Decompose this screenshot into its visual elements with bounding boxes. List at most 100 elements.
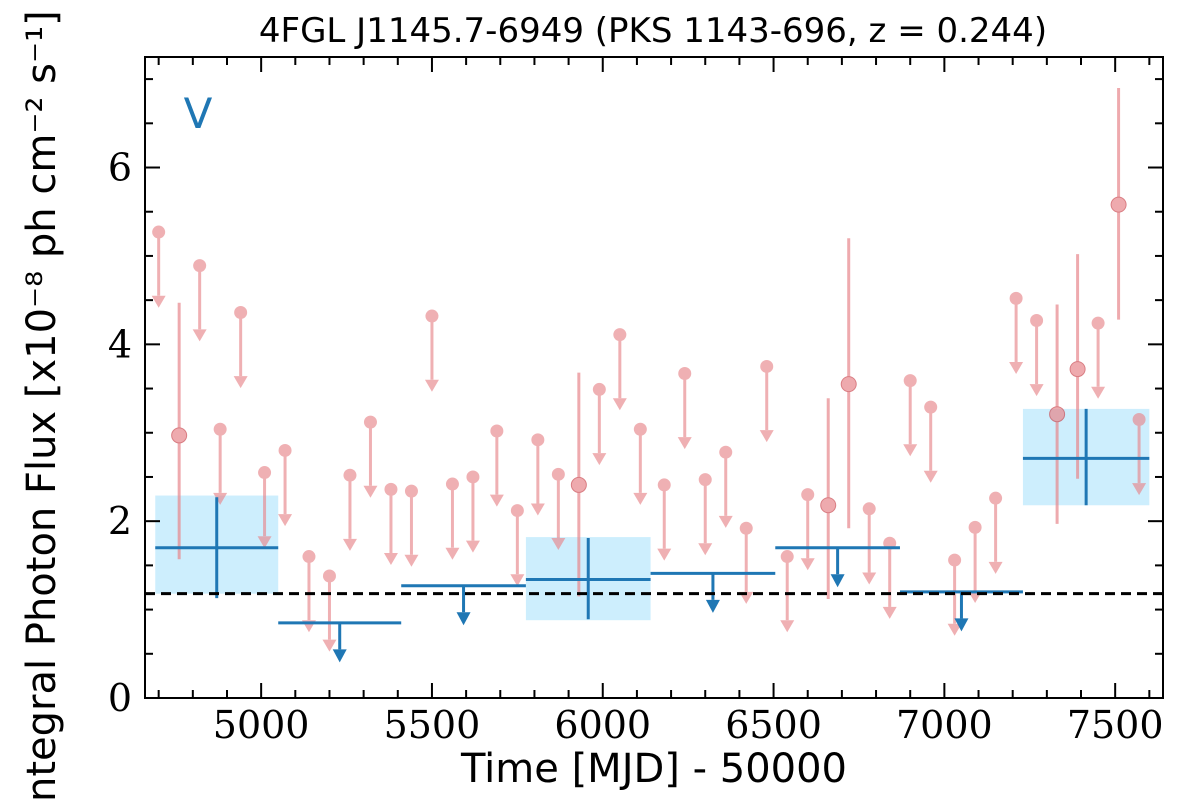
- x-tick-label: 7500: [1067, 703, 1164, 747]
- x-tick-label: 6000: [554, 703, 651, 747]
- monthly-upper-limit: [1029, 313, 1044, 397]
- upper-limit-arrow: [947, 623, 962, 636]
- upper-limit-arrow: [151, 295, 166, 308]
- monthly-upper-limit: [800, 488, 815, 571]
- monthly-upper-limit: [510, 504, 525, 587]
- chart-title: 4FGL J1145.7-6949 (PKS 1143-696, z = 0.2…: [259, 11, 1047, 51]
- detection-marker: [1049, 406, 1066, 423]
- monthly-upper-limit: [612, 328, 627, 411]
- upper-limit-arrow: [489, 494, 504, 507]
- monthly-upper-limit: [151, 225, 166, 308]
- monthly-upper-limit: [718, 445, 733, 528]
- monthly-upper-limit: [489, 424, 504, 507]
- upper-limit-marker: [1132, 412, 1146, 426]
- upper-limit-arrow: [530, 503, 545, 516]
- upper-limit-marker: [1030, 313, 1044, 327]
- monthly-upper-limit: [657, 478, 672, 561]
- upper-limit-arrow: [322, 639, 337, 652]
- monthly-upper-limit: [424, 309, 439, 392]
- upper-limit-marker: [384, 482, 398, 496]
- upper-limit-arrow: [278, 514, 293, 527]
- monthly-upper-limit: [759, 359, 774, 443]
- upper-limit-arrow: [923, 470, 938, 483]
- upper-limit-marker: [968, 520, 982, 534]
- monthly-upper-limit: [739, 521, 754, 604]
- upper-limit-marker: [698, 473, 712, 487]
- detection-marker: [171, 427, 188, 444]
- upper-limit-marker: [258, 466, 272, 480]
- upper-limit-marker: [278, 443, 292, 457]
- monthly-upper-limit: [862, 502, 877, 585]
- upper-limit-arrow: [213, 492, 228, 505]
- upper-limit-arrow: [404, 554, 419, 567]
- upper-limit-arrow: [551, 537, 566, 550]
- upper-limit-arrow: [677, 437, 692, 450]
- upper-limit-marker: [592, 382, 606, 396]
- upper-limit-arrow: [718, 515, 733, 528]
- upper-limit-marker: [801, 488, 815, 502]
- upper-limit-arrow: [882, 606, 897, 619]
- upper-limit-marker: [633, 422, 647, 436]
- x-tick-label: 7000: [896, 703, 993, 747]
- upper-limit-arrow: [342, 538, 357, 551]
- upper-limit-arrow: [657, 548, 672, 561]
- bin-upper-limit-arrow: [705, 599, 720, 613]
- upper-limit-arrow: [1029, 384, 1044, 397]
- upper-limit-marker: [613, 328, 627, 342]
- monthly-detection: [1049, 304, 1066, 524]
- monthly-upper-limit: [698, 473, 713, 556]
- upper-limit-marker: [989, 491, 1003, 505]
- monthly-upper-limit: [780, 550, 795, 633]
- upper-limit-arrow: [633, 492, 648, 505]
- upper-limit-arrow: [988, 561, 1003, 574]
- upper-limit-arrow: [862, 572, 877, 585]
- upper-limit-marker: [1009, 291, 1023, 305]
- upper-limit-marker: [678, 367, 692, 381]
- upper-limit-marker: [152, 225, 166, 239]
- upper-limit-marker: [490, 424, 504, 438]
- bin-upper-limit-arrow: [456, 612, 471, 626]
- upper-limit-marker: [760, 359, 774, 373]
- upper-limit-marker: [924, 400, 938, 414]
- upper-limit-marker: [510, 504, 524, 518]
- upper-limit-arrow: [233, 376, 248, 389]
- upper-limit-arrow: [257, 536, 272, 549]
- monthly-detection: [840, 238, 857, 529]
- upper-limit-arrow: [192, 329, 207, 342]
- upper-limit-marker: [948, 553, 962, 567]
- monthly-upper-limit: [192, 259, 207, 342]
- monthly-upper-limit: [923, 400, 938, 483]
- upper-limit-arrow: [780, 620, 795, 633]
- detection-marker: [570, 476, 587, 493]
- monthly-upper-limit: [1009, 291, 1024, 375]
- monthly-upper-limit: [404, 484, 419, 567]
- monthly-upper-limit: [592, 382, 607, 466]
- upper-limit-marker: [445, 477, 459, 491]
- monthly-upper-limit: [551, 467, 566, 550]
- upper-limit-marker: [531, 433, 545, 447]
- bin-upper-limit-arrow: [830, 574, 845, 588]
- monthly-upper-limit: [383, 482, 398, 566]
- upper-limit-arrow: [510, 574, 525, 587]
- monthly-upper-limit: [677, 367, 692, 450]
- upper-limit-marker: [1091, 316, 1105, 330]
- x-axis-label: Time [MJD] - 50000: [460, 746, 847, 792]
- monthly-upper-limit: [257, 466, 272, 549]
- monthly-upper-limit: [1091, 316, 1106, 399]
- monthly-upper-limit: [342, 468, 357, 551]
- upper-limit-arrow: [1009, 362, 1024, 375]
- upper-limit-arrow: [800, 558, 815, 571]
- upper-limit-arrow: [592, 453, 607, 466]
- monthly-upper-limit: [233, 306, 248, 389]
- monthly-upper-limit: [465, 470, 480, 553]
- upper-limit-arrow: [612, 398, 627, 411]
- upper-limit-marker: [719, 445, 733, 459]
- upper-limit-marker: [193, 259, 207, 273]
- upper-limit-marker: [425, 309, 439, 323]
- monthly-detection: [1069, 254, 1086, 479]
- upper-limit-marker: [903, 374, 917, 388]
- upper-limit-arrow: [363, 485, 378, 498]
- y-tick-label: 0: [108, 676, 132, 720]
- monthly-upper-limit: [278, 443, 293, 527]
